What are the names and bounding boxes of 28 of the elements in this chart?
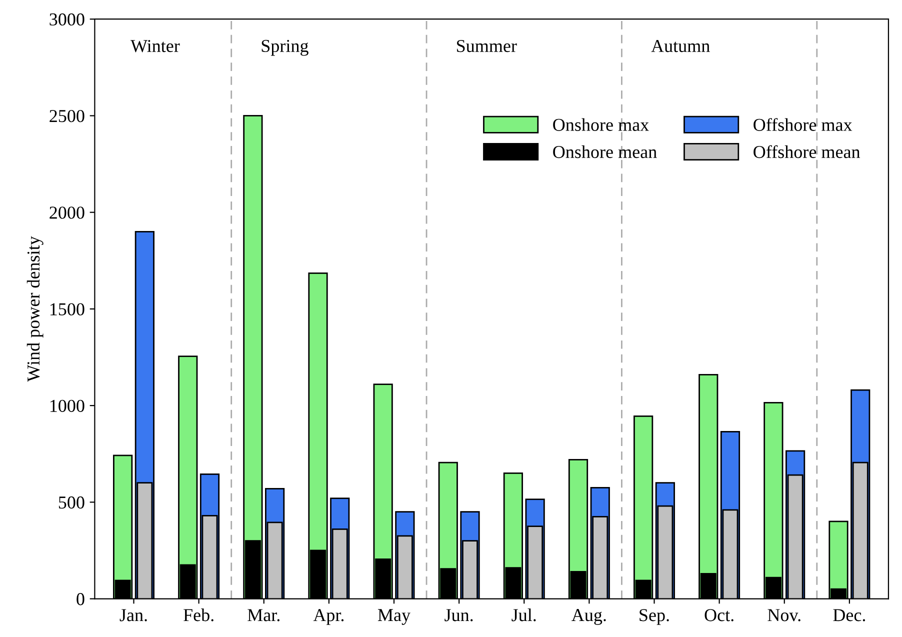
y-tick-label: 2000 (50, 206, 84, 219)
x-tick-label: Sep. (640, 609, 669, 625)
y-tick-label: 0 (76, 593, 84, 606)
legend-label: Onshore mean (553, 145, 657, 158)
y-tick-label: 500 (58, 496, 84, 509)
x-tick-label: Dec. (833, 609, 866, 622)
legend-label: Offshore mean (754, 145, 860, 158)
annotation: Spring (262, 40, 308, 56)
x-tick-label: Aug. (572, 609, 606, 625)
legend-label: Offshore max (754, 118, 852, 131)
y-tick-label: 1000 (50, 400, 84, 412)
x-tick-label: Apr. (313, 609, 344, 625)
x-tick-label: Feb. (184, 608, 214, 622)
y-tick-label: 3000 (50, 13, 84, 26)
x-tick-label: Mar. (248, 609, 280, 622)
annotation: Autumn (651, 40, 710, 52)
x-tick-label: Jun. (444, 609, 473, 622)
x-tick-label: Oct. (704, 609, 734, 622)
y-tick-label: 2500 (50, 110, 84, 122)
annotation: Winter (130, 40, 180, 52)
x-tick-label: Nov. (768, 609, 800, 622)
x-tick-label: Jul. (512, 608, 536, 622)
x-tick-label: Jan. (120, 609, 147, 622)
legend-label: Onshore max (553, 118, 649, 131)
y-axis-title: Wind power density (26, 236, 44, 382)
y-tick-label: 1500 (50, 303, 84, 316)
x-tick-label: May (378, 609, 410, 625)
annotation: Summer (457, 40, 517, 52)
